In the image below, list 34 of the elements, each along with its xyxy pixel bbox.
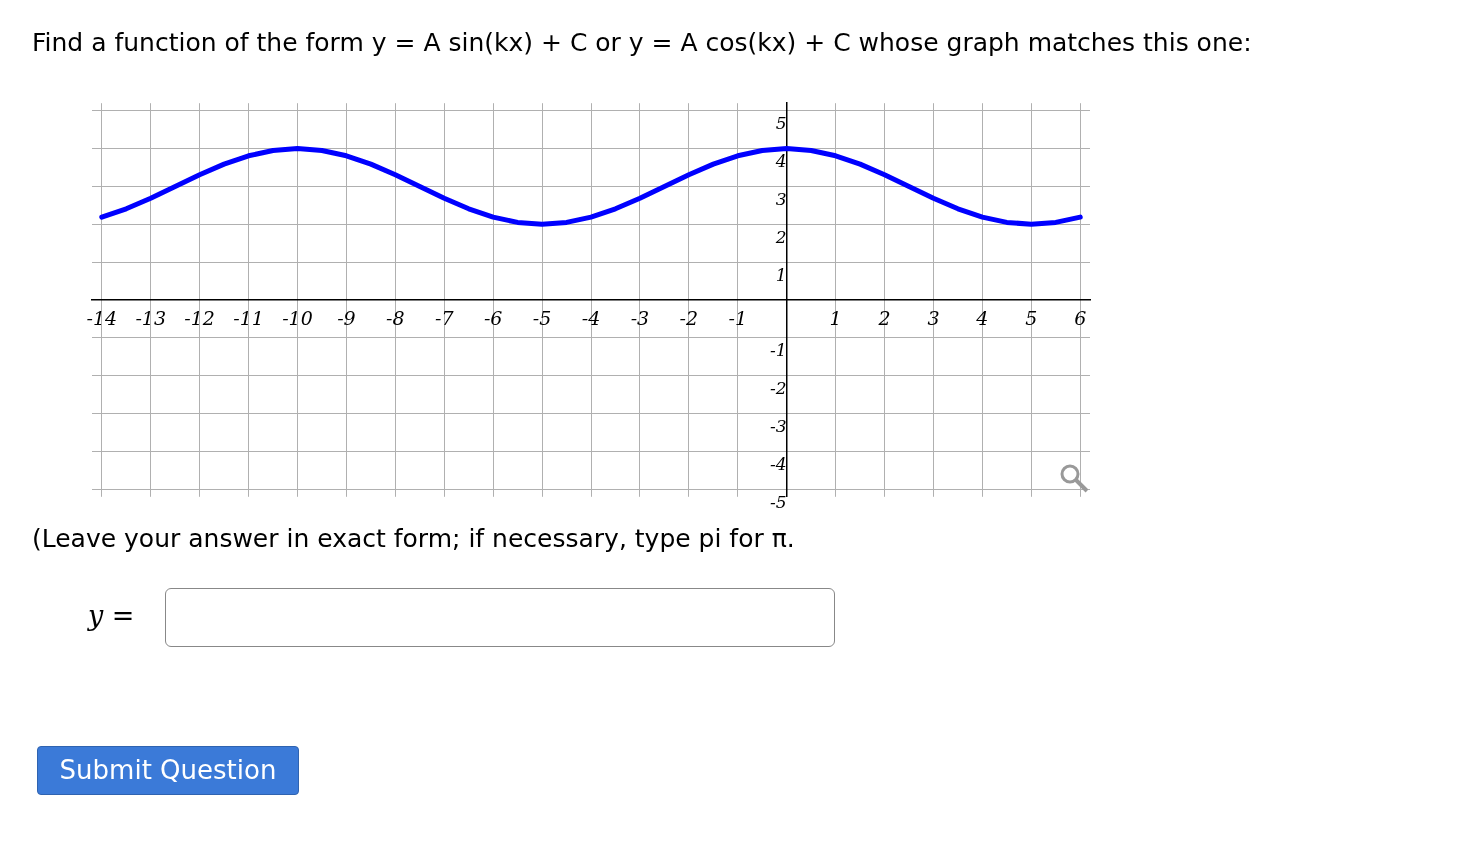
x-tick-label: -9: [337, 307, 356, 330]
y-tick-label: -2: [770, 378, 787, 399]
x-tick-label: -6: [483, 307, 503, 330]
x-tick-label: -13: [135, 307, 167, 330]
text: (Leave your answer in exact form; if necessary, type pi for π.: [32, 524, 795, 553]
x-tick-label: -3: [630, 307, 650, 330]
x-tick-label: 4: [975, 307, 989, 330]
y-tick-label: 1: [775, 264, 787, 285]
text: y =: [88, 600, 135, 631]
x-tick-label: 2: [877, 307, 891, 330]
x-tick-label: -11: [233, 307, 264, 330]
x-tick-label: -7: [434, 307, 455, 330]
y-tick-label: -3: [770, 415, 787, 436]
y-tick-label: 5: [775, 113, 787, 134]
x-tick-label: 5: [1025, 307, 1038, 330]
y-tick-label: 4: [774, 151, 787, 172]
y-tick-label: 2: [774, 226, 787, 247]
x-tick-label: -1: [728, 307, 748, 330]
chart-title: Find a function of the form y = A sin(kx) + C or y = A cos(kx) + C whose graph matches this one:: [32, 28, 1252, 57]
x-tick-label: -14: [86, 307, 118, 330]
x-tick-label: -4: [581, 307, 601, 330]
y-tick-label: -5: [770, 491, 787, 512]
y-tick-label: -4: [770, 453, 787, 474]
y-tick-label: 3: [775, 188, 787, 209]
x-tick-label: 3: [927, 307, 940, 330]
y-tick-label: -1: [770, 340, 787, 361]
x-tick-label: -8: [386, 307, 405, 330]
x-tick-label: 1: [829, 307, 842, 330]
x-tick-label: 6: [1074, 307, 1087, 330]
x-tick-label: -5: [532, 307, 552, 330]
x-tick-label: -2: [679, 307, 699, 330]
x-tick-label: -10: [282, 307, 313, 330]
text: Submit Question: [37, 746, 299, 795]
x-tick-label: -12: [184, 307, 215, 330]
